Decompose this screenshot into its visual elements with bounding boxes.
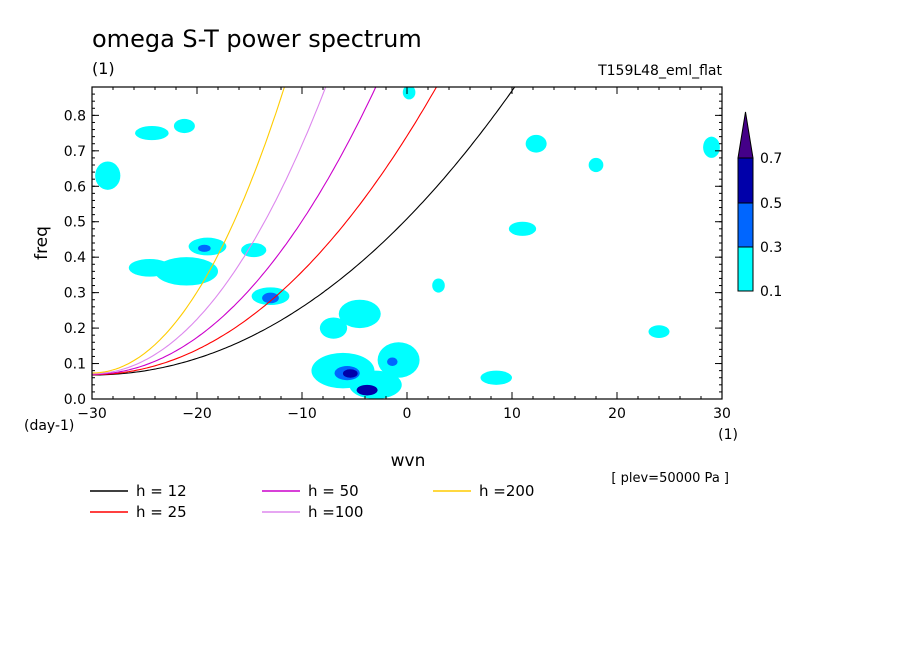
contour-patch (135, 126, 169, 141)
x-units-label: (1) (718, 427, 738, 443)
colorbar-swatch (737, 202, 754, 248)
legend-label: h =200 (479, 482, 534, 500)
colorbar-level-label: 0.5 (760, 196, 782, 212)
contour-patch (432, 278, 445, 293)
y-tick-label: 0.2 (64, 321, 86, 337)
contour-patch (95, 161, 121, 190)
dispersion-curves (92, 87, 516, 376)
contour-patch (241, 243, 267, 258)
contour-patch (648, 325, 670, 339)
colorbar-extend-arrow (737, 111, 754, 159)
contour-patch (198, 244, 211, 252)
x-axis: −30 −20 −10 0 10 20 30 (77, 87, 731, 422)
colorbar-swatch (737, 157, 754, 204)
y-axis: 0.0 0.1 0.2 0.3 0.4 0.5 0.6 0.7 0.8 (64, 93, 722, 408)
contour-patch (128, 258, 171, 277)
colorbar: 0.1 0.3 0.5 0.7 (737, 111, 782, 300)
contour-patch (588, 157, 604, 173)
y-axis-label: freq (32, 226, 52, 260)
contour-patch (338, 299, 381, 329)
colorbar-level-label: 0.1 (760, 284, 782, 300)
y-tick-label: 0.8 (64, 108, 86, 124)
contour-patch (319, 317, 348, 339)
dispersion-curve (92, 87, 377, 375)
x-tick-label: 10 (503, 406, 521, 422)
contour-patch (342, 369, 358, 378)
contour-patch (262, 292, 279, 304)
dispersion-curve (92, 87, 286, 374)
plev-annotation: [ plev=50000 Pa ] (611, 471, 729, 486)
legend-label: h = 25 (136, 503, 187, 521)
units-label: (1) (92, 59, 115, 78)
contour-patch (703, 136, 720, 158)
x-tick-label: −30 (77, 406, 107, 422)
contour-patch (377, 342, 420, 378)
x-tick-label: 0 (403, 406, 412, 422)
contour-patch (356, 384, 378, 396)
y-tick-label: 0.0 (64, 392, 86, 408)
contour-patch (402, 87, 416, 100)
x-tick-label: 20 (608, 406, 626, 422)
colorbar-swatch (737, 246, 754, 292)
y-tick-label: 0.3 (64, 286, 86, 302)
chart-title: omega S-T power spectrum (92, 25, 422, 53)
contour-field (95, 87, 720, 399)
y-tick-label: 0.4 (64, 250, 86, 266)
dispersion-curve (92, 87, 327, 375)
legend: h = 12 h = 50 h =200 h = 25 h =100 (90, 482, 534, 521)
x-tick-label: −10 (287, 406, 317, 422)
legend-label: h = 50 (308, 482, 359, 500)
y-tick-label: 0.5 (64, 215, 86, 231)
x-tick-label: −20 (182, 406, 212, 422)
y-units-label: (day-1) (24, 418, 74, 434)
dispersion-curve (92, 87, 438, 376)
legend-label: h = 12 (136, 482, 187, 500)
colorbar-level-label: 0.7 (760, 151, 782, 167)
contour-patch (387, 357, 398, 367)
colorbar-level-label: 0.3 (760, 240, 782, 256)
contour-patch (480, 370, 512, 385)
contour-patch (508, 221, 537, 236)
y-tick-label: 0.1 (64, 357, 86, 373)
contour-patch (525, 134, 547, 153)
x-axis-label: wvn (391, 451, 426, 471)
contour-patch (173, 118, 195, 134)
y-tick-label: 0.7 (64, 144, 86, 160)
y-tick-label: 0.6 (64, 179, 86, 195)
legend-label: h =100 (308, 503, 363, 521)
contour-patch (155, 257, 218, 286)
dispersion-curve (92, 87, 516, 376)
run-label: T159L48_eml_flat (597, 63, 722, 79)
x-tick-label: 30 (713, 406, 731, 422)
